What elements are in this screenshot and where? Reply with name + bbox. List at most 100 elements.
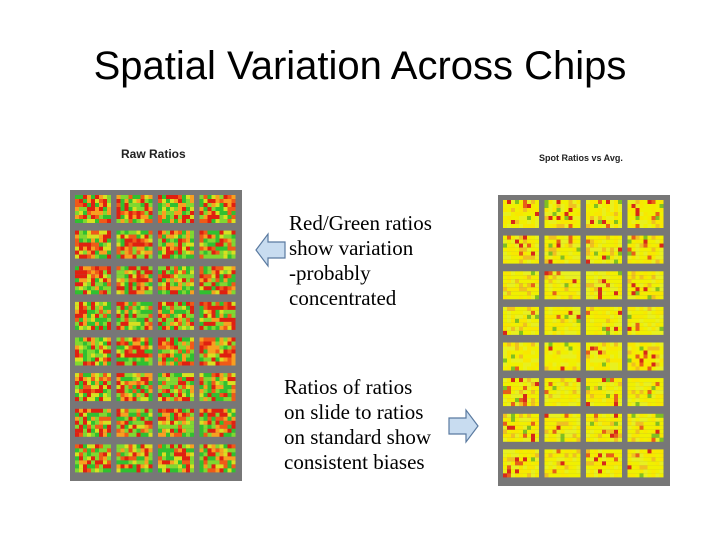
heatmap-cell (227, 250, 232, 255)
heatmap-cell (548, 287, 553, 292)
heatmap-cell (132, 313, 137, 318)
heatmap-cell (659, 378, 664, 383)
heatmap-cell (651, 243, 656, 248)
heatmap-cell (182, 381, 186, 386)
heatmap-cell (91, 254, 95, 259)
heatmap-cell (572, 473, 577, 478)
heatmap-cell (128, 432, 133, 437)
heatmap-cell (639, 224, 644, 228)
heatmap-cell (199, 230, 204, 235)
heatmap-cell (544, 271, 549, 276)
heatmap-cell (211, 278, 216, 283)
heatmap-cell (610, 378, 614, 383)
heatmap-cell (174, 389, 178, 394)
heatmap-cell (75, 377, 79, 382)
heatmap-cell (95, 305, 99, 310)
heatmap-cell (166, 416, 170, 421)
heatmap-cell (174, 393, 178, 398)
heatmap-cell (564, 291, 569, 296)
heatmap-cell (178, 230, 182, 235)
heatmap-cell (144, 238, 149, 243)
heatmap-cell (651, 437, 656, 442)
heatmap-cell (107, 345, 111, 350)
heatmap-cell (178, 397, 182, 402)
heatmap-cell (560, 433, 565, 438)
heatmap-cell (75, 270, 79, 275)
heatmap-cell (91, 361, 95, 366)
heatmap-cell (503, 350, 507, 355)
heatmap-cell (572, 275, 577, 280)
heatmap-cell (99, 199, 103, 203)
heatmap-cell (190, 373, 194, 378)
heatmap-cell (186, 254, 190, 259)
heatmap-cell (519, 386, 523, 391)
heatmap-cell (120, 468, 125, 473)
heatmap-cell (148, 377, 153, 382)
heatmap-cell (560, 429, 565, 434)
heatmap-cell (560, 469, 565, 474)
heatmap-cell (99, 266, 103, 271)
heatmap-cell (227, 432, 232, 437)
heatmap-cell (87, 207, 91, 211)
heatmap-cell (124, 361, 129, 366)
heatmap-cell (511, 243, 515, 248)
heatmap-cell (564, 390, 569, 395)
heatmap-cell (124, 207, 129, 211)
heatmap-cell (544, 457, 549, 462)
heatmap-cell (659, 314, 664, 319)
heatmap-cell (182, 238, 186, 243)
heatmap-cell (231, 444, 236, 449)
heatmap-cell (647, 465, 652, 470)
heatmap-cell (162, 246, 166, 251)
heatmap-cell (166, 420, 170, 425)
heatmap-cell (174, 353, 178, 358)
heatmap-cell (128, 428, 133, 433)
heatmap-cell (95, 389, 99, 394)
heatmap-cell (511, 402, 515, 407)
heatmap-cell (128, 278, 133, 283)
heatmap-cell (568, 362, 573, 367)
heatmap-cell (602, 358, 606, 363)
heatmap-cell (174, 424, 178, 429)
heatmap-cell (166, 464, 170, 469)
heatmap-cell (231, 282, 236, 287)
heatmap-cell (170, 424, 174, 429)
heatmap-cell (598, 224, 602, 228)
heatmap-cell (527, 255, 531, 260)
heatmap-cell (639, 212, 644, 216)
heatmap-cell (107, 282, 111, 287)
heatmap-cell (103, 254, 107, 259)
heatmap-cell (79, 207, 83, 211)
heatmap-cell (124, 408, 129, 413)
heatmap-cell (556, 224, 561, 228)
heatmap-cell (556, 216, 561, 220)
heatmap-cell (511, 453, 515, 458)
heatmap-cell (523, 469, 527, 474)
heatmap-cell (83, 282, 87, 287)
heatmap-cell (659, 433, 664, 438)
heatmap-cell (95, 203, 99, 207)
heatmap-cell (75, 250, 79, 255)
heatmap-cell (136, 452, 141, 457)
heatmap-cell (627, 362, 632, 367)
heatmap-cell (103, 393, 107, 398)
heatmap-cell (136, 254, 141, 259)
heatmap-cell (136, 238, 141, 243)
heatmap-cell (643, 394, 648, 399)
heatmap-cell (590, 239, 594, 244)
heatmap-cell (655, 216, 660, 220)
heatmap-cell (548, 465, 553, 470)
heatmap-cell (231, 313, 236, 318)
heatmap-cell (535, 259, 539, 264)
heatmap-cell (124, 468, 129, 473)
heatmap-cell (618, 366, 622, 371)
heatmap-cell (199, 456, 204, 461)
heatmap-cell (544, 306, 549, 311)
heatmap-cell (203, 282, 208, 287)
heatmap-cell (95, 357, 99, 362)
heatmap-cell (627, 437, 632, 442)
heatmap-cell (610, 220, 614, 224)
left-arrow-icon (255, 232, 286, 268)
heatmap-cell (647, 346, 652, 351)
heatmap-cell (75, 385, 79, 390)
